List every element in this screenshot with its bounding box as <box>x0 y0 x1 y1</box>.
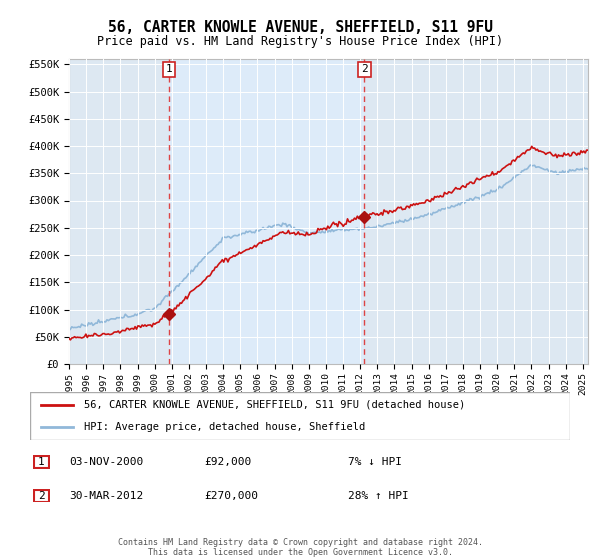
Text: HPI: Average price, detached house, Sheffield: HPI: Average price, detached house, Shef… <box>84 422 365 432</box>
Text: 1: 1 <box>38 457 45 467</box>
Text: 30-MAR-2012: 30-MAR-2012 <box>69 491 143 501</box>
Text: 2: 2 <box>361 64 368 74</box>
Text: 56, CARTER KNOWLE AVENUE, SHEFFIELD, S11 9FU (detached house): 56, CARTER KNOWLE AVENUE, SHEFFIELD, S11… <box>84 400 465 410</box>
Text: 7% ↓ HPI: 7% ↓ HPI <box>348 457 402 467</box>
Text: 1: 1 <box>166 64 172 74</box>
Text: 28% ↑ HPI: 28% ↑ HPI <box>348 491 409 501</box>
Text: 56, CARTER KNOWLE AVENUE, SHEFFIELD, S11 9FU: 56, CARTER KNOWLE AVENUE, SHEFFIELD, S11… <box>107 20 493 35</box>
Text: £92,000: £92,000 <box>204 457 251 467</box>
Text: 2: 2 <box>38 491 45 501</box>
Text: £270,000: £270,000 <box>204 491 258 501</box>
Text: 03-NOV-2000: 03-NOV-2000 <box>69 457 143 467</box>
FancyBboxPatch shape <box>30 392 570 440</box>
Text: Price paid vs. HM Land Registry's House Price Index (HPI): Price paid vs. HM Land Registry's House … <box>97 35 503 48</box>
FancyBboxPatch shape <box>34 456 49 468</box>
Text: Contains HM Land Registry data © Crown copyright and database right 2024.
This d: Contains HM Land Registry data © Crown c… <box>118 538 482 557</box>
FancyBboxPatch shape <box>34 489 49 502</box>
Bar <box>169 59 364 364</box>
